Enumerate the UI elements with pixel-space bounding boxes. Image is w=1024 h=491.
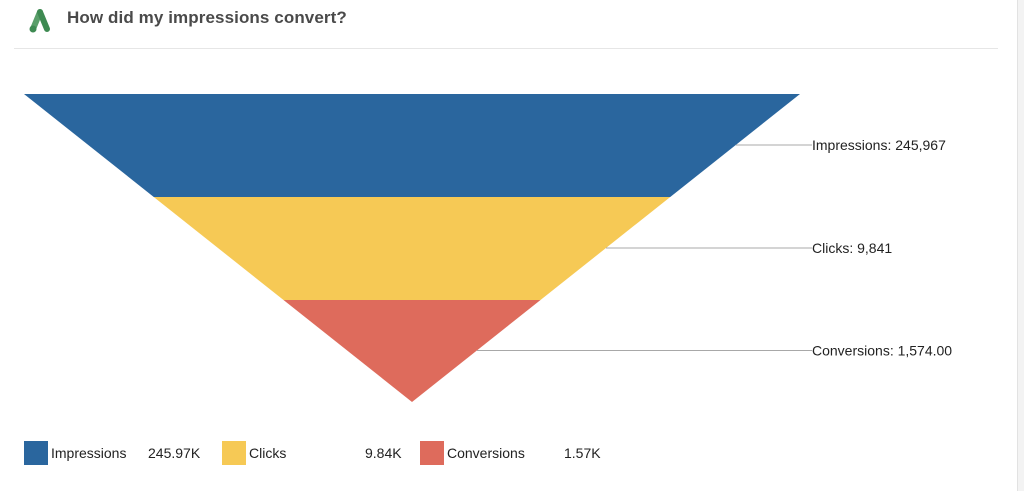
legend-value-impressions: 245.97K xyxy=(148,445,201,461)
chart-title: How did my impressions convert? xyxy=(67,8,347,27)
header-divider xyxy=(14,48,998,49)
legend-name-clicks: Clicks xyxy=(249,445,287,461)
legend-swatch-clicks xyxy=(222,441,246,465)
google-ads-logo-icon xyxy=(29,9,50,33)
legend-value-conversions: 1.57K xyxy=(564,445,601,461)
legend-swatch-impressions xyxy=(24,441,48,465)
chart-header: How did my impressions convert? xyxy=(0,0,1000,48)
funnel-chart: Impressions: 245,967 Clicks: 9,841 Conve… xyxy=(24,94,952,402)
funnel-label-conversions: Conversions: 1,574.00 xyxy=(812,343,952,359)
chart-legend: Impressions 245.97K Clicks 9.84K Convers… xyxy=(24,441,724,467)
funnel-segment-clicks[interactable] xyxy=(153,197,671,300)
legend-value-clicks: 9.84K xyxy=(365,445,402,461)
funnel-label-clicks: Clicks: 9,841 xyxy=(812,240,892,256)
legend-swatch-conversions xyxy=(420,441,444,465)
funnel-segment-conversions[interactable] xyxy=(283,300,541,402)
legend-item-impressions[interactable]: Impressions 245.97K xyxy=(24,441,214,467)
legend-item-clicks[interactable]: Clicks 9.84K xyxy=(222,441,412,467)
legend-name-conversions: Conversions xyxy=(447,445,525,461)
legend-item-conversions[interactable]: Conversions 1.57K xyxy=(420,441,620,467)
funnel-label-impressions: Impressions: 245,967 xyxy=(812,137,946,153)
funnel-segment-impressions[interactable] xyxy=(24,94,800,197)
legend-name-impressions: Impressions xyxy=(51,445,127,461)
scrollbar-track[interactable] xyxy=(1017,0,1024,491)
